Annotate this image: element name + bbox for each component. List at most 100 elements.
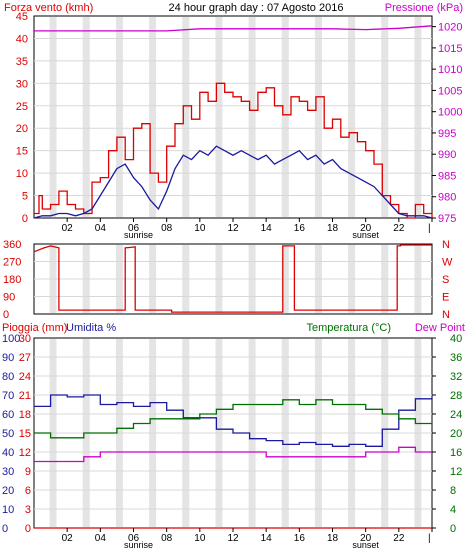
pressure-tick-label: 1005	[438, 85, 462, 97]
hour-grid-band	[348, 17, 356, 217]
rain-tick-label: 21	[19, 390, 31, 402]
hour-grid-band	[115, 17, 123, 217]
wind-direction-line	[33, 244, 432, 313]
wind-direction-grid	[34, 245, 432, 313]
time-tick-label: 20	[360, 223, 372, 234]
time-tick-label: 16	[294, 223, 306, 234]
humidity-tick-label: 30	[2, 466, 14, 478]
time-tick-label: 06	[128, 223, 140, 234]
humidity-tick-label: 70	[2, 390, 14, 402]
time-tick-label: 08	[161, 223, 173, 234]
rain-axis-label: Pioggia (mm)	[2, 322, 67, 334]
pressure-axis: 975 980 985 990 995 1000 1005 1010 1015 1020	[432, 22, 462, 225]
rain-tick-label: 18	[19, 409, 31, 421]
wind-speed-tick-label: 45	[16, 11, 28, 23]
hour-grid-band	[82, 17, 90, 217]
sunrise-label: sunrise	[124, 230, 153, 240]
temperature-tick-label: 16	[450, 447, 462, 459]
time-tick-label: 14	[261, 223, 273, 234]
wind-speed-tick-label: 35	[16, 56, 28, 68]
sunset-label: sunset	[352, 540, 379, 550]
time-tick-label: 04	[95, 533, 107, 544]
hour-grid-band	[49, 17, 57, 217]
hour-grid-band	[281, 17, 289, 217]
wind-direction-degree-label: 0	[3, 309, 9, 321]
time-tick-label: 02	[62, 533, 74, 544]
humidity-tick-label: 50	[2, 428, 14, 440]
rain-tick-label: 27	[19, 352, 31, 364]
pressure-tick-label: 980	[438, 192, 456, 204]
time-tick-label: 16	[294, 533, 306, 544]
end-tick-label: |	[428, 533, 431, 544]
temperature-humidity-panel: 0102030405060708090100036912151821242730…	[2, 322, 465, 550]
sunrise-label: sunrise	[124, 540, 153, 550]
time-tick-label: 18	[327, 223, 339, 234]
rain-tick-label: 15	[19, 428, 31, 440]
rain-tick-label: 30	[19, 333, 31, 345]
time-tick-label: 12	[227, 223, 239, 234]
temperature-tick-label: 40	[450, 333, 462, 345]
pressure-tick-label: 985	[438, 170, 456, 182]
hour-grid-band	[314, 17, 322, 217]
pressure-tick-label: 1020	[438, 22, 462, 34]
rain-tick-label: 9	[25, 466, 31, 478]
dew-point-line	[34, 446, 432, 463]
rain-tick-label: 3	[25, 504, 31, 516]
time-tick-label: 10	[194, 533, 206, 544]
hour-grid-band	[248, 17, 256, 217]
wind-direction-compass-label: W	[442, 257, 453, 269]
end-tick-label: |	[428, 223, 431, 234]
wind-direction-compass-label: S	[442, 274, 449, 286]
time-tick-label: 22	[393, 533, 405, 544]
temperature-tick-label: 32	[450, 371, 462, 383]
pressure-tick-label: 1015	[438, 43, 462, 55]
temperature-axis-label: Temperatura (°C)	[307, 322, 391, 334]
wind-speed-axis: 0 5 10 15 20 25 30 35 40 45	[16, 11, 28, 225]
humidity-tick-label: 100	[2, 333, 20, 345]
humidity-tick-label: 40	[2, 447, 14, 459]
hour-grid-band	[182, 17, 190, 217]
hour-grid-band	[414, 17, 422, 217]
pressure-tick-label: 975	[438, 213, 456, 225]
dew-point-axis-label: Dew Point	[415, 322, 465, 334]
time-tick-label: 08	[161, 533, 173, 544]
temperature-tick-label: 28	[450, 390, 462, 402]
wind-speed-tick-label: 20	[16, 123, 28, 135]
temperature-humidity-time-axis: 02 04 06 08 10 12 14 16 18 20 22 | sunrise sunset	[62, 528, 433, 550]
time-tick-label: 14	[261, 533, 273, 544]
time-tick-label: 18	[327, 533, 339, 544]
humidity-line	[34, 394, 433, 447]
rain-tick-label: 6	[25, 485, 31, 497]
chart-title: 24 hour graph day : 07 Agosto 2016	[169, 2, 344, 14]
pressure-tick-label: 1010	[438, 64, 462, 76]
wind-speed-tick-label: 40	[16, 33, 28, 45]
hour-grid-band	[149, 17, 157, 217]
pressure-axis-label: Pressione (kPa)	[385, 2, 463, 14]
sunset-label: sunset	[352, 230, 379, 240]
wind-direction-compass-label: N	[442, 239, 450, 251]
wind-speed-tick-label: 0	[22, 213, 28, 225]
wind-pressure-series	[33, 25, 433, 219]
wind-direction-degree-label: 90	[3, 292, 15, 304]
wind-speed-tick-label: 15	[16, 146, 28, 158]
rain-tick-label: 24	[19, 371, 31, 383]
wind-direction-degree-axis: 0 90 180 270 360	[3, 239, 21, 321]
wind-pressure-time-axis: 02 04 06 08 10 12 14 16 18 20 22 | sunrise sunset	[62, 218, 433, 240]
time-tick-label: 22	[393, 223, 405, 234]
wind-speed-tick-label: 10	[16, 168, 28, 180]
wind-direction-degree-label: 270	[3, 257, 21, 269]
temperature-line	[34, 399, 432, 439]
humidity-axis-label: Umidita %	[66, 322, 116, 334]
pressure-tick-label: 995	[438, 128, 456, 140]
time-tick-label: 04	[95, 223, 107, 234]
wind-speed-tick-label: 30	[16, 78, 28, 90]
hour-grid-band	[215, 17, 223, 217]
wind-pressure-plot-frame	[33, 15, 433, 219]
humidity-tick-label: 0	[2, 523, 8, 535]
pressure-tick-label: 990	[438, 149, 456, 161]
humidity-tick-label: 60	[2, 409, 14, 421]
temperature-tick-label: 20	[450, 428, 462, 440]
